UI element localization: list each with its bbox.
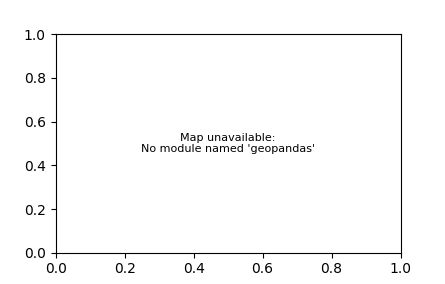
Text: Map unavailable:
No module named 'geopandas': Map unavailable: No module named 'geopan… [141, 133, 315, 154]
